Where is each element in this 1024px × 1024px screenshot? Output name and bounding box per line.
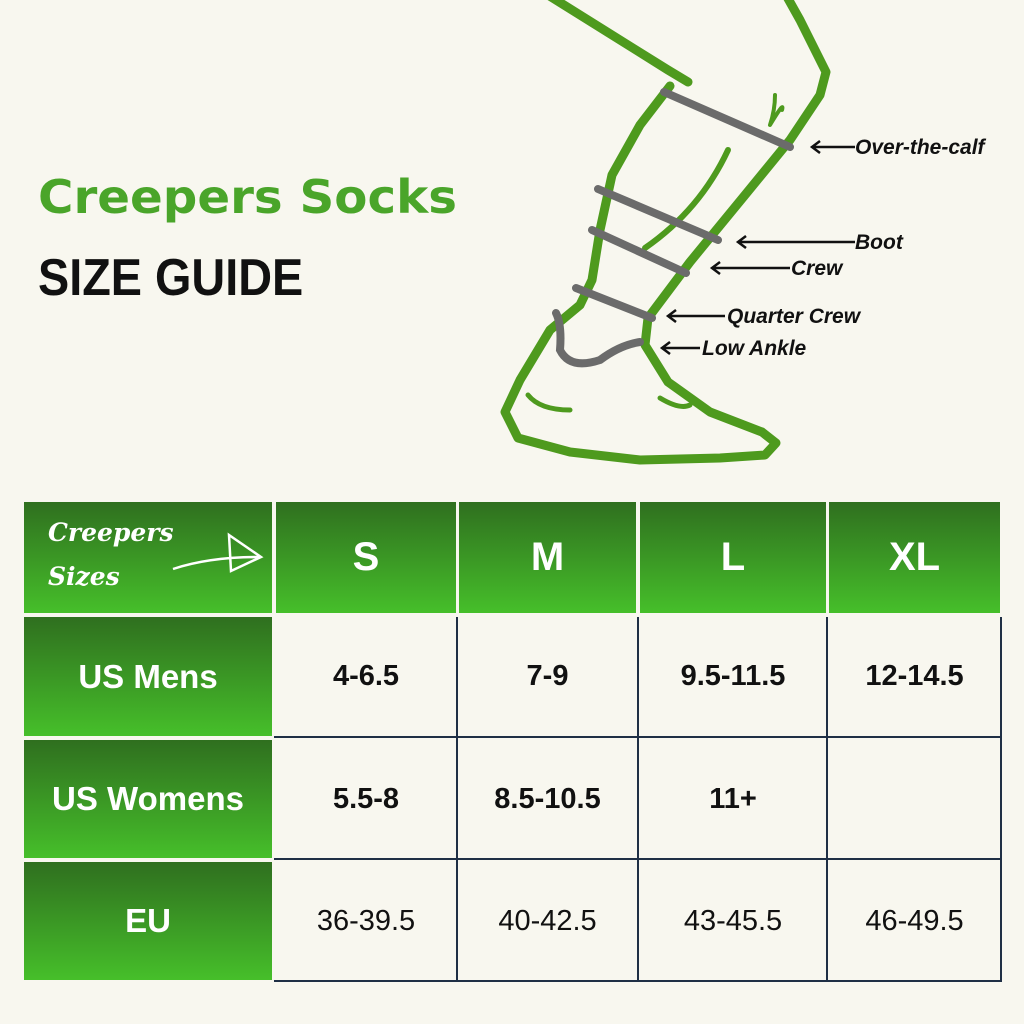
table-cell: 5.5-8	[276, 740, 456, 858]
table-cell: 11+	[640, 740, 826, 858]
row-header-us-mens: US Mens	[24, 617, 272, 736]
column-header-m: M	[459, 502, 636, 613]
arrow-icon	[172, 532, 264, 573]
corner-cell: Creepers Sizes	[24, 502, 272, 613]
table-cell: 8.5-10.5	[459, 740, 636, 858]
label-low-ankle: Low Ankle	[702, 337, 807, 360]
grid-line	[456, 617, 458, 982]
knee-line	[768, 93, 785, 127]
toe-line	[657, 395, 693, 409]
table-cell: 12-14.5	[829, 617, 1000, 736]
row-header-eu: EU	[24, 862, 272, 980]
table-cell: 46-49.5	[829, 862, 1000, 980]
table-cell: 40-42.5	[459, 862, 636, 980]
table-cell: 4-6.5	[276, 617, 456, 736]
table-cell	[829, 740, 1000, 858]
table-cell: 36-39.5	[276, 862, 456, 980]
leg-outline-back	[547, 0, 693, 87]
arrow-icon	[665, 309, 725, 323]
column-header-xl: XL	[829, 502, 1000, 613]
corner-line1: Creepers	[48, 518, 174, 547]
arrow-icon	[809, 140, 855, 154]
label-quarter-crew: Quarter Crew	[727, 305, 861, 328]
arrow-icon	[735, 235, 855, 249]
label-crew: Crew	[791, 257, 843, 280]
grid-line	[1000, 617, 1002, 982]
page-title: SIZE GUIDE	[38, 249, 304, 307]
grid-line	[274, 858, 1002, 860]
arrow-icon	[659, 341, 700, 355]
band-over-the-calf	[660, 88, 794, 151]
calf-muscle-line	[642, 147, 731, 251]
table-cell: 43-45.5	[640, 862, 826, 980]
grid-line	[826, 617, 828, 982]
row-header-us-womens: US Womens	[24, 740, 272, 858]
leg-diagram	[500, 0, 855, 465]
band-boot	[594, 185, 722, 244]
corner-line2: Sizes	[48, 562, 120, 591]
band-crew	[588, 226, 690, 277]
column-header-s: S	[276, 502, 456, 613]
band-quarter-crew	[572, 284, 656, 322]
leg-outline	[500, 0, 831, 465]
band-low-ankle	[552, 309, 644, 368]
grid-line	[637, 617, 639, 982]
label-over-the-calf: Over-the-calf	[855, 136, 985, 159]
arrow-icon	[709, 261, 790, 275]
column-header-l: L	[640, 502, 826, 613]
table-cell: 9.5-11.5	[640, 617, 826, 736]
table-cell: 7-9	[459, 617, 636, 736]
grid-line	[274, 980, 1002, 982]
brand-title: Creepers Socks	[38, 170, 457, 224]
label-boot: Boot	[855, 231, 903, 254]
foot-line	[525, 392, 573, 413]
grid-line	[274, 736, 1002, 738]
